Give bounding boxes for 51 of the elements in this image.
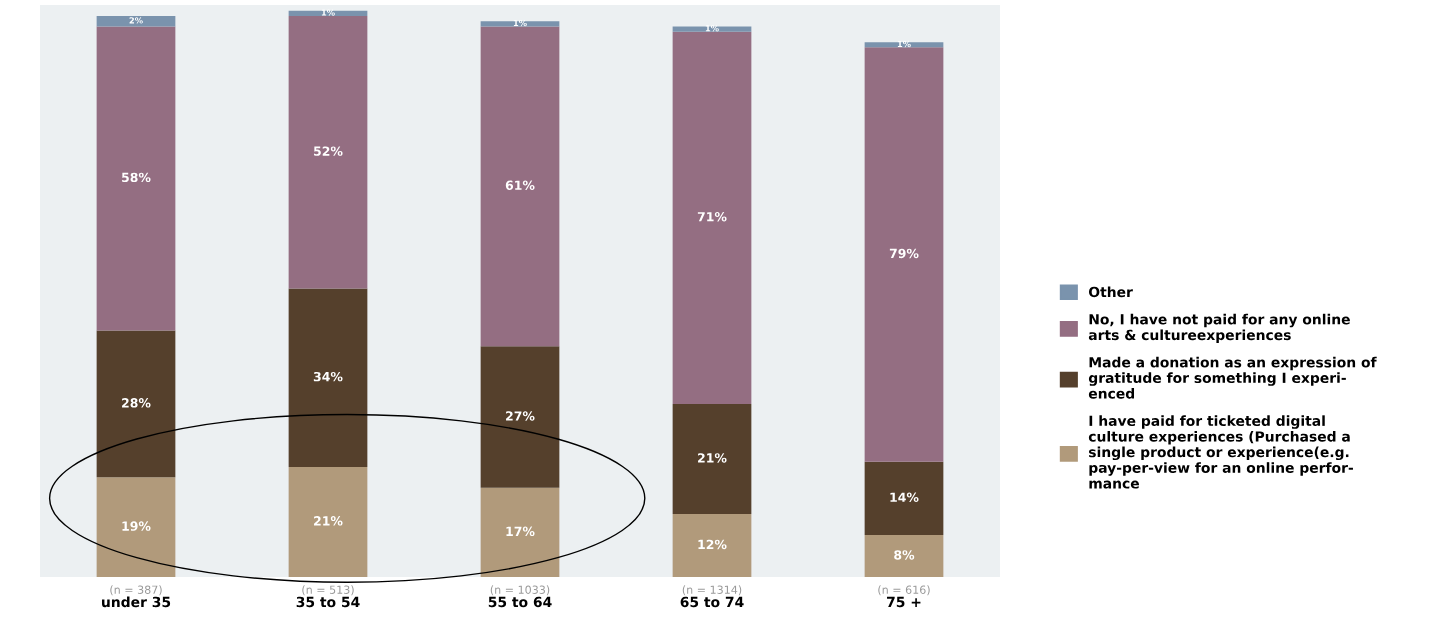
data-label: 2% xyxy=(129,17,143,24)
text: (n = 1314) xyxy=(682,585,742,596)
x-tick-label: 55 to 64 xyxy=(488,596,552,608)
data-label: 17% xyxy=(506,526,535,537)
data-label: 71% xyxy=(697,211,727,222)
data-label: 21% xyxy=(698,453,727,463)
bar xyxy=(672,31,752,404)
data-label: 1% xyxy=(705,25,719,32)
data-label: 27% xyxy=(506,411,535,421)
legend-label: Made a donation as an expression of gratitude for something I experi- enced xyxy=(1088,356,1377,399)
bar xyxy=(288,15,368,289)
data-label: 14% xyxy=(890,492,919,502)
bar xyxy=(672,514,752,577)
data-label: 1% xyxy=(321,9,335,16)
bar xyxy=(672,403,752,515)
bar xyxy=(480,487,560,577)
text: (n = 1033) xyxy=(490,585,550,596)
x-tick-label: 35 to 54 xyxy=(296,596,360,608)
bar xyxy=(96,477,176,577)
data-label: 52% xyxy=(314,146,343,156)
bar xyxy=(480,346,560,488)
legend-label: I have paid for ticketed digital culture experiences (Purchased a single product or experience(e.g. pay-per-view for an online perfor- mance xyxy=(1088,415,1353,489)
bar xyxy=(864,535,944,577)
data-label: 8% xyxy=(894,550,915,560)
bar xyxy=(480,26,560,347)
data-label: 58% xyxy=(122,172,151,183)
text: (n = 616) xyxy=(878,585,930,596)
x-tick-label: under 35 xyxy=(102,596,171,608)
data-label: 1% xyxy=(897,40,911,48)
bar xyxy=(864,47,944,462)
legend-label: Other xyxy=(1088,286,1133,298)
x-tick-label: 75 + xyxy=(887,596,921,608)
bar xyxy=(96,330,176,478)
data-label: 12% xyxy=(698,539,727,550)
data-label: 61% xyxy=(505,180,535,190)
data-label: 21% xyxy=(314,516,343,526)
bar xyxy=(96,26,176,331)
bar xyxy=(288,288,368,467)
bar xyxy=(288,466,368,577)
bar xyxy=(864,461,944,536)
data-label: 28% xyxy=(122,398,151,408)
data-label: 34% xyxy=(313,371,343,382)
legend-label: No, I have not paid for any online arts & cultureexperiences xyxy=(1088,313,1350,343)
data-label: 1% xyxy=(513,19,527,27)
text: (n = 513) xyxy=(302,585,354,596)
bar xyxy=(96,15,176,27)
bar xyxy=(672,26,752,32)
data-label: 19% xyxy=(122,521,151,531)
x-tick-label: 65 to 74 xyxy=(680,596,744,608)
data-label: 79% xyxy=(889,248,919,259)
text: (n = 387) xyxy=(110,585,162,596)
